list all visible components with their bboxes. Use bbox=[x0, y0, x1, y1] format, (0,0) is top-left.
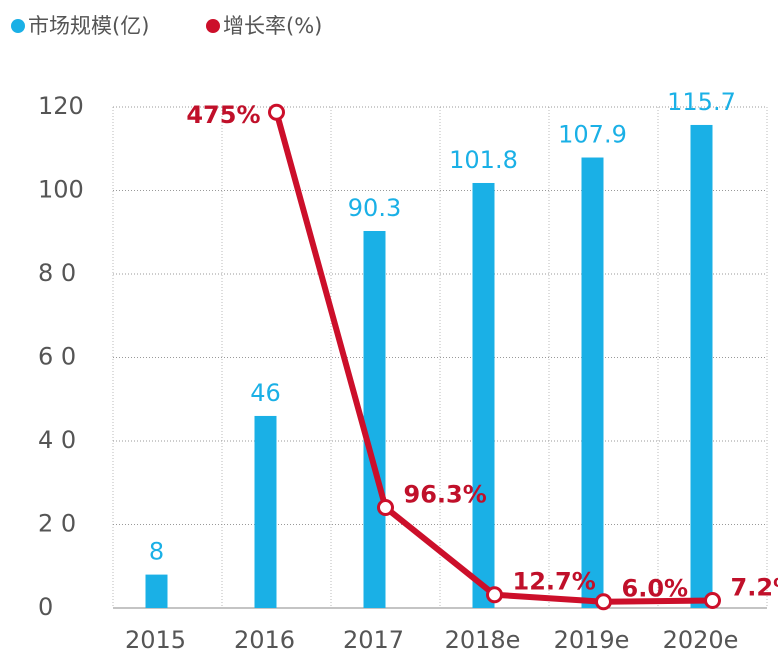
x-tick-label: 2019e bbox=[554, 626, 630, 654]
y-tick-label: 6 0 bbox=[38, 343, 76, 371]
legend-marker bbox=[206, 19, 220, 33]
bar-value-label: 107.9 bbox=[558, 121, 627, 149]
growth-label: 475% bbox=[186, 101, 260, 129]
y-tick-label: 8 0 bbox=[38, 259, 76, 287]
legend-marker bbox=[11, 19, 25, 33]
legend-label: 增长率(%) bbox=[223, 14, 322, 38]
growth-label: 96.3% bbox=[404, 480, 487, 508]
bar bbox=[146, 575, 168, 608]
legend-label: 市场规模(亿) bbox=[28, 14, 149, 38]
bar-value-label: 101.8 bbox=[449, 146, 518, 174]
bar bbox=[691, 125, 713, 608]
y-tick-label: 120 bbox=[38, 92, 84, 120]
bar bbox=[255, 416, 277, 608]
growth-label: 12.7% bbox=[513, 568, 596, 596]
x-tick-label: 2020e bbox=[663, 626, 739, 654]
growth-marker bbox=[706, 593, 720, 607]
bar-value-label: 115.7 bbox=[667, 88, 736, 116]
x-tick-label: 2017 bbox=[343, 626, 404, 654]
x-tick-label: 2016 bbox=[234, 626, 295, 654]
growth-marker bbox=[488, 588, 502, 602]
y-tick-label: 0 bbox=[38, 593, 53, 621]
x-tick-label: 2015 bbox=[125, 626, 186, 654]
growth-marker bbox=[379, 500, 393, 514]
y-tick-label: 100 bbox=[38, 176, 84, 204]
bar bbox=[473, 183, 495, 608]
bar bbox=[364, 231, 386, 608]
growth-marker bbox=[270, 105, 284, 119]
y-tick-label: 2 0 bbox=[38, 510, 76, 538]
bar-value-label: 90.3 bbox=[348, 194, 401, 222]
bar-value-label: 46 bbox=[250, 379, 281, 407]
x-tick-label: 2018e bbox=[445, 626, 521, 654]
growth-label: 7.2% bbox=[731, 573, 778, 601]
growth-label: 6.0% bbox=[622, 575, 689, 603]
growth-marker bbox=[597, 595, 611, 609]
bar bbox=[582, 158, 604, 608]
bar-value-label: 8 bbox=[149, 538, 164, 566]
y-tick-label: 4 0 bbox=[38, 426, 76, 454]
